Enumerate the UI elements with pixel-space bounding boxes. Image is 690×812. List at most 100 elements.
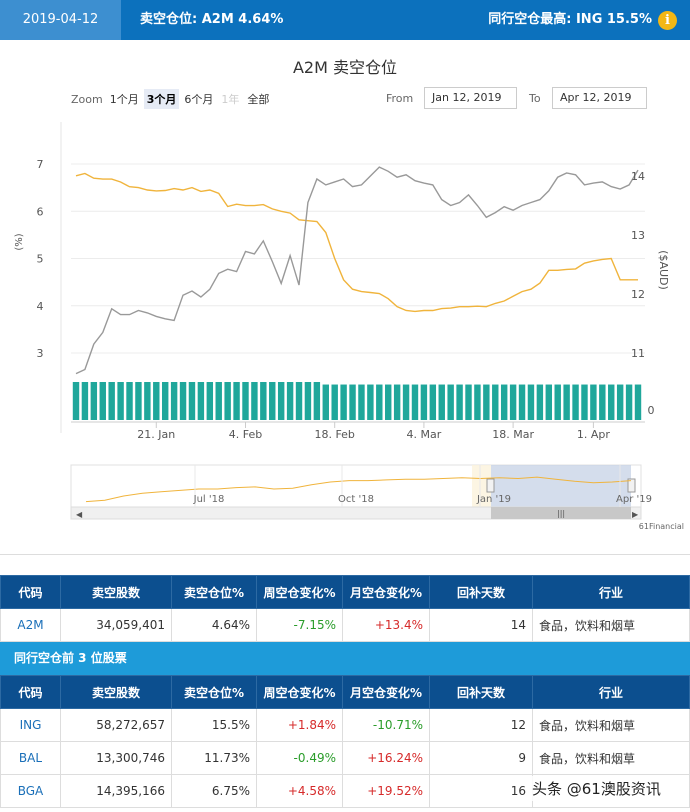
short-shares: 14,395,166 — [60, 774, 172, 808]
volume-bar — [215, 382, 222, 420]
chart-card: A2M 卖空仓位 Zoom 1个月 3个月 6个月 1年 全部 From Jan… — [0, 40, 690, 555]
header-code: 代码 — [0, 675, 61, 709]
volume-bar — [295, 382, 303, 420]
volume-bar — [474, 384, 481, 420]
volume-bar — [554, 384, 561, 420]
x-tick-label: 4. Mar — [407, 428, 442, 441]
volume-bar — [153, 382, 160, 420]
table-row[interactable]: ING 58,272,657 15.5% +1.84% -10.71% 12 食… — [0, 708, 690, 742]
volume-bar — [126, 382, 133, 420]
short-position-chart: 3 4 5 6 7 11 12 13 14 (%) ($AUD) 0 21. Jan 4. Feb 18. … — [14, 122, 670, 520]
volume-bar — [590, 384, 597, 420]
navigator-highlight — [472, 465, 491, 507]
navigator-right-handle[interactable] — [627, 478, 636, 493]
week-change: -7.15% — [256, 608, 343, 642]
scroll-right-arrow-icon[interactable]: ▶ — [632, 510, 639, 519]
week-change: -0.49% — [256, 741, 343, 775]
peer-max-summary: 同行空仓最高: ING 15.5% — [488, 12, 652, 27]
volume-tick-label: 0 — [648, 404, 655, 417]
header-sector: 行业 — [532, 675, 690, 709]
volume-bar — [572, 384, 579, 420]
to-label: To — [529, 92, 541, 105]
volume-bar — [385, 384, 392, 420]
cover-days: 9 — [429, 741, 533, 775]
stock-code-link[interactable]: A2M — [0, 608, 61, 642]
top-bar: 2019-04-12 卖空仓位: A2M 4.64% 同行空仓最高: ING 1… — [0, 0, 690, 40]
navigator-tick-label: Oct '18 — [338, 494, 374, 505]
table-row[interactable]: A2M 34,059,401 4.64% -7.15% +13.4% 14 食品… — [0, 608, 690, 642]
chart-title: A2M 卖空仓位 — [292, 58, 398, 77]
volume-bar — [625, 384, 633, 420]
volume-bar — [420, 384, 428, 420]
table-row[interactable]: BAL 13,300,746 11.73% -0.49% +16.24% 9 食… — [0, 741, 690, 775]
short-pct: 4.64% — [171, 608, 257, 642]
cover-days: 16 — [429, 774, 533, 808]
header-days: 回补天数 — [429, 575, 533, 609]
header-week: 周空仓变化% — [256, 575, 343, 609]
volume-bar — [599, 384, 606, 420]
date-tab[interactable]: 2019-04-12 — [0, 0, 121, 40]
peer-section-title: 同行空仓前 3 位股票 — [0, 642, 690, 675]
navigator-selection[interactable] — [491, 465, 631, 507]
short-position-summary: 卖空仓位: A2M 4.64% — [140, 12, 284, 27]
volume-bar — [411, 384, 419, 420]
stock-code-link[interactable]: ING — [0, 708, 61, 742]
header-shares: 卖空股数 — [60, 575, 172, 609]
volume-bar — [536, 384, 544, 420]
right-tick-label: 14 — [631, 170, 645, 183]
volume-bar — [545, 384, 553, 420]
zoom-1y-button[interactable]: 1年 — [221, 93, 240, 106]
scrollbar-thumb[interactable] — [491, 507, 631, 519]
short-shares: 13,300,746 — [60, 741, 172, 775]
to-date-input[interactable]: Apr 12, 2019 — [552, 87, 647, 109]
from-date-input[interactable]: Jan 12, 2019 — [424, 87, 517, 109]
short-pct: 11.73% — [171, 741, 257, 775]
month-change: -10.71% — [342, 708, 430, 742]
volume-bar — [518, 384, 526, 420]
volume-bar — [251, 382, 258, 420]
sector: 食品，饮料和烟草 — [532, 708, 690, 742]
volume-bar — [108, 382, 115, 420]
peer-header-row: 代码 卖空股数 卖空仓位% 周空仓变化% 月空仓变化% 回补天数 行业 — [0, 675, 690, 709]
header-month: 月空仓变化% — [342, 575, 430, 609]
volume-bar — [456, 384, 463, 420]
volume-bar — [206, 382, 214, 420]
sector: 食品，饮料和烟草 — [532, 741, 690, 775]
zoom-1m-button[interactable]: 1个月 — [109, 93, 139, 106]
scroll-left-arrow-icon[interactable]: ◀ — [76, 510, 83, 519]
volume-bar — [313, 382, 321, 420]
zoom-all-button[interactable]: 全部 — [247, 93, 270, 106]
info-icon[interactable]: i — [658, 11, 677, 30]
volume-bar — [277, 382, 285, 420]
table-header-row: 代码 卖空股数 卖空仓位% 周空仓变化% 月空仓变化% 回补天数 行业 — [0, 575, 690, 609]
header-days: 回补天数 — [429, 675, 533, 709]
table-row[interactable]: BGA 14,395,166 6.75% +4.58% +19.52% 16 — [0, 774, 690, 808]
right-tick-label: 12 — [631, 288, 645, 301]
volume-bar — [483, 384, 490, 420]
stock-code-link[interactable]: BGA — [0, 774, 61, 808]
zoom-6m-button[interactable]: 6个月 — [184, 93, 214, 106]
left-tick-label: 3 — [37, 347, 44, 360]
left-tick-label: 6 — [37, 205, 44, 218]
short-shares: 58,272,657 — [60, 708, 172, 742]
x-tick-label: 4. Feb — [229, 428, 262, 441]
volume-bar — [340, 384, 347, 420]
volume-bar — [438, 384, 445, 420]
volume-bar — [322, 384, 329, 420]
volume-bar — [135, 382, 142, 420]
navigator-tick-label: Jan '19 — [476, 494, 511, 505]
left-tick-label: 5 — [37, 253, 44, 266]
volume-bar — [349, 384, 356, 420]
navigator-series-line — [85, 476, 632, 503]
zoom-3m-button[interactable]: 3个月 — [143, 89, 180, 109]
week-change: +4.58% — [256, 774, 343, 808]
volume-bar — [286, 382, 294, 420]
header-shares: 卖空股数 — [60, 675, 172, 709]
price-series-line — [75, 166, 639, 375]
navigator-left-handle[interactable] — [486, 478, 495, 493]
volume-bar — [188, 382, 196, 420]
scrollbar-grip-icon: ||| — [557, 509, 565, 518]
left-tick-label: 7 — [37, 158, 44, 171]
volume-bar — [233, 382, 240, 420]
stock-code-link[interactable]: BAL — [0, 741, 61, 775]
